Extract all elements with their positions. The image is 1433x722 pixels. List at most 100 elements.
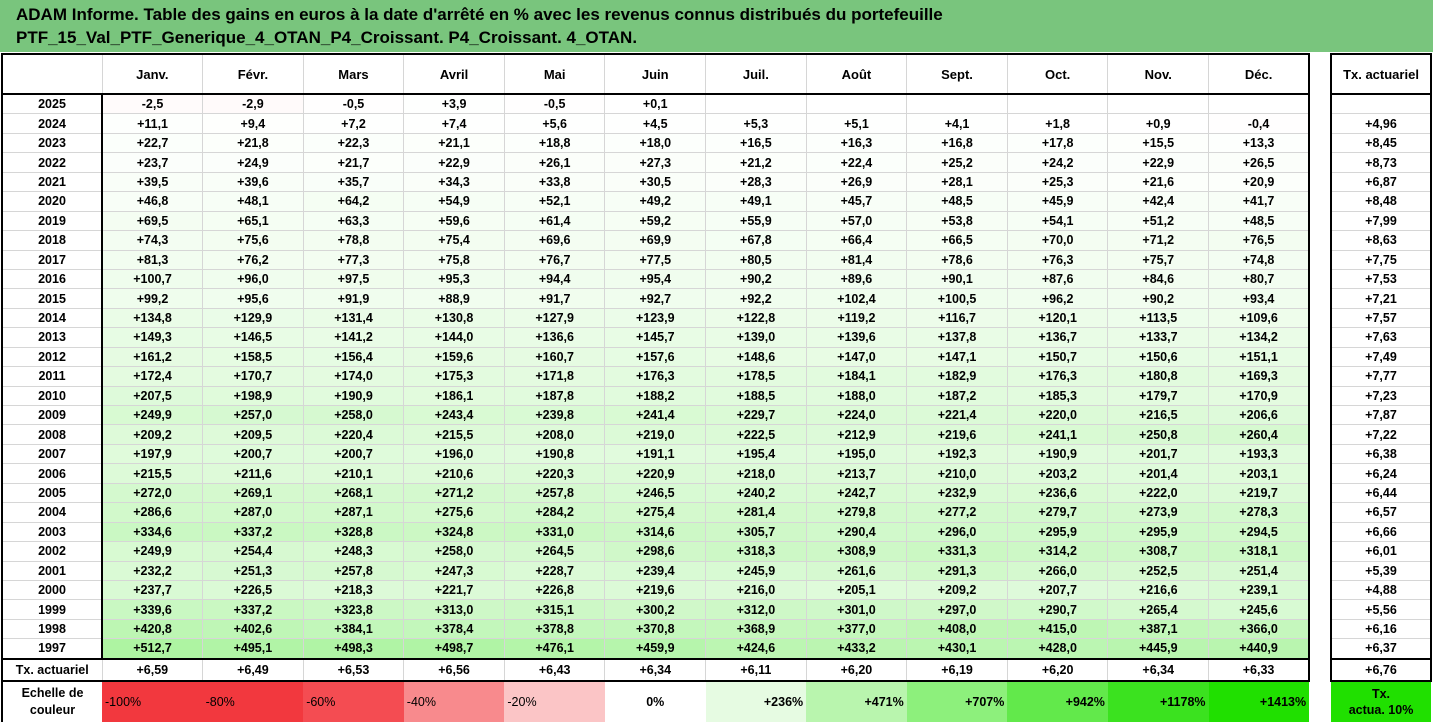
gain-cell: +201,7 [1107, 443, 1210, 465]
gain-cell: +279,7 [1006, 502, 1109, 523]
gain-cell: +160,7 [503, 346, 606, 368]
gain-cell: +459,9 [604, 638, 707, 660]
year-cell: 2023 [1, 132, 103, 154]
actuarial-rate-cell: +6,24 [1330, 463, 1432, 484]
gain-cell: +313,0 [403, 599, 505, 620]
table-row: 1999 +339,6 +337,2 +323,8 +313,0 +315,1 +300,2… [1, 599, 1311, 620]
gain-cell: +215,5 [403, 424, 505, 445]
gain-cell: +314,2 [1006, 541, 1109, 562]
table-row: 2014 +134,8 +129,9 +131,4 +130,8 +127,9 +123,9… [1, 307, 1311, 329]
monthly-actuarial-rate: +6,19 [906, 657, 1008, 682]
gain-cell: +476,1 [503, 638, 606, 660]
gain-cell: +187,2 [906, 385, 1008, 407]
gain-cell: +273,9 [1107, 502, 1210, 523]
month-header: Oct. [1006, 53, 1109, 95]
side-row: +6,37 [1330, 638, 1432, 660]
gain-cell: +251,4 [1208, 560, 1311, 581]
gain-cell: +74,3 [101, 230, 204, 251]
gain-cell: +159,6 [403, 346, 505, 368]
gain-cell [1107, 93, 1210, 115]
month-header: Nov. [1107, 53, 1210, 95]
side-scale-swatch: Tx. actua. 10% [1331, 680, 1431, 722]
side-header-row: Tx. actuariel [1330, 53, 1432, 95]
gain-cell: +21,8 [202, 132, 304, 154]
gain-cell: +1,8 [1006, 113, 1109, 134]
gain-cell: +275,6 [403, 502, 505, 523]
side-row: +7,53 [1330, 268, 1432, 290]
gain-cell: +80,7 [1208, 268, 1311, 290]
gain-cell: +237,7 [101, 579, 204, 601]
gain-cell: +21,7 [302, 152, 405, 173]
actuarial-rate-cell: +6,87 [1330, 171, 1432, 193]
gain-cell: +24,9 [202, 152, 304, 173]
gain-cell: +97,5 [302, 268, 405, 290]
gain-cell: +64,2 [302, 191, 405, 212]
gain-cell: +109,6 [1208, 307, 1311, 329]
gain-cell: +415,0 [1006, 618, 1109, 640]
gain-cell: +440,9 [1208, 638, 1311, 660]
year-cell: 2012 [1, 346, 103, 368]
actuarial-rate-cell: +7,63 [1330, 327, 1432, 348]
month-header: Janv. [101, 53, 204, 95]
gain-cell: +315,1 [503, 599, 606, 620]
gain-cell: +226,8 [503, 579, 606, 601]
gain-cell: +370,8 [604, 618, 707, 640]
gain-cell: +378,4 [403, 618, 505, 640]
gain-cell: -0,5 [503, 93, 606, 115]
gain-cell: +188,5 [705, 385, 807, 407]
gain-cell: +76,3 [1006, 249, 1109, 270]
gain-cell: +221,7 [403, 579, 505, 601]
gain-cell: +284,2 [503, 502, 606, 523]
month-header-row: Janv. Févr. Mars Avril Mai Juin Juil. Août Sept.… [1, 53, 1311, 95]
gain-cell: +192,3 [906, 443, 1008, 465]
gain-cell: +129,9 [202, 307, 304, 329]
gain-cell: +76,2 [202, 249, 304, 270]
table-row: 2021 +39,5 +39,6 +35,7 +34,3 +33,8 +30,5 +28,3 +… [1, 171, 1311, 193]
gain-cell: +49,1 [705, 191, 807, 212]
gain-cell: +433,2 [805, 638, 908, 660]
gain-cell: +312,0 [705, 599, 807, 620]
gain-cell: +95,6 [202, 288, 304, 309]
gain-cell: +18,0 [604, 132, 707, 154]
gain-cell: +210,0 [906, 463, 1008, 484]
gain-cell: +254,4 [202, 541, 304, 562]
gain-cell: +171,8 [503, 366, 606, 387]
gain-cell: +25,2 [906, 152, 1008, 173]
gain-cell: +75,6 [202, 230, 304, 251]
gain-cell: +90,2 [1107, 288, 1210, 309]
gain-cell: +22,9 [403, 152, 505, 173]
gain-cell: +298,6 [604, 541, 707, 562]
gain-cell: +156,4 [302, 346, 405, 368]
table-row: 2002 +249,9 +254,4 +248,3 +258,0 +264,5 +298,6… [1, 541, 1311, 562]
side-row: +8,73 [1330, 152, 1432, 173]
gain-cell: +172,4 [101, 366, 204, 387]
actuarial-rate-cell: +8,73 [1330, 152, 1432, 173]
gain-cell: +428,0 [1006, 638, 1109, 660]
gain-cell: +205,1 [805, 579, 908, 601]
gain-cell: +22,7 [101, 132, 204, 154]
gain-cell: +184,1 [805, 366, 908, 387]
gain-cell: +430,1 [906, 638, 1008, 660]
gain-cell: +314,6 [604, 521, 707, 543]
gain-cell: +178,5 [705, 366, 807, 387]
gain-cell: +318,3 [705, 541, 807, 562]
year-cell: 2013 [1, 327, 103, 348]
gain-cell: +170,9 [1208, 385, 1311, 407]
gain-cell: +219,6 [604, 579, 707, 601]
side-row [1330, 93, 1432, 115]
gain-cell: +174,0 [302, 366, 405, 387]
actuarial-rate-cell: +6,57 [1330, 502, 1432, 523]
gain-cell: +378,8 [503, 618, 606, 640]
actuarial-rate-cell: +6,66 [1330, 521, 1432, 543]
table-row: 2009 +249,9 +257,0 +258,0 +243,4 +239,8 +241,4… [1, 404, 1311, 426]
gain-cell: +257,8 [302, 560, 405, 581]
side-row: +6,38 [1330, 443, 1432, 465]
gain-cell: +249,9 [101, 404, 204, 426]
gain-cell: +102,4 [805, 288, 908, 309]
month-header: Juin [604, 53, 707, 95]
gain-cell: +258,0 [403, 541, 505, 562]
color-scale-swatch: -40% [403, 680, 505, 722]
table-row: 2020 +46,8 +48,1 +64,2 +54,9 +52,1 +49,2 +49,1 +… [1, 191, 1311, 212]
gain-cell: +337,2 [202, 599, 304, 620]
gain-cell: +190,8 [503, 443, 606, 465]
